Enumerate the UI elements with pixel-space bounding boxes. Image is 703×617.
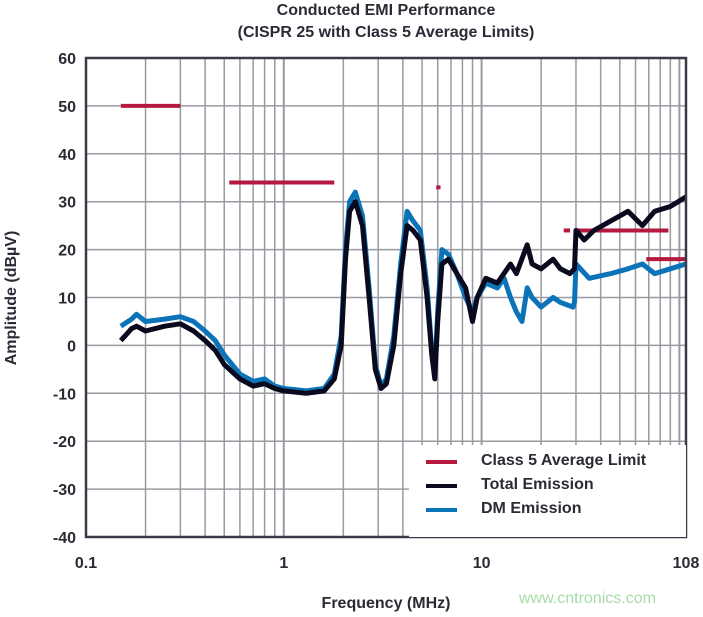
legend-total: Total Emission: [481, 476, 594, 493]
y-tick-label: -40: [53, 530, 76, 547]
watermark: www.cntronics.com: [519, 590, 656, 607]
legend-swatch-dm: [426, 508, 457, 512]
x-tick-label: 1: [279, 555, 288, 572]
plot-lines: [118, 103, 688, 396]
y-tick-label: -20: [53, 434, 76, 451]
y-tick-label: 10: [58, 291, 76, 308]
tick-labels: 60 50 40 30 20 10 0 -10 -20 -30 -40 0.1 1 10 108: [53, 51, 700, 572]
x-tick-label: 10: [473, 555, 491, 572]
legend-dm: DM Emission: [481, 500, 582, 517]
x-tick-label: 108: [673, 555, 700, 572]
y-axis-label: Amplitude (dBµV): [3, 231, 20, 366]
legend-swatch-limit: [426, 460, 457, 464]
y-tick-label: -30: [53, 482, 76, 499]
plot-frame: [84, 56, 688, 539]
y-tick-label: 0: [67, 338, 76, 355]
total-emission-line: [118, 194, 688, 396]
y-tick-label: 60: [58, 51, 76, 68]
y-tick-label: 20: [58, 243, 76, 260]
dm-emission-line: [119, 189, 687, 394]
x-axis-label: Frequency (MHz): [322, 595, 451, 612]
chart-subtitle: (CISPR 25 with Class 5 Average Limits): [237, 24, 535, 41]
y-tick-label: 30: [58, 195, 76, 212]
y-tick-label: 50: [58, 99, 76, 116]
y-tick-label: 40: [58, 147, 76, 164]
chart-title: Conducted EMI Performance: [276, 2, 496, 19]
y-tick-label: -10: [53, 386, 76, 403]
legend-limit: Class 5 Average Limit: [481, 452, 647, 469]
legend-swatch-total: [426, 484, 457, 488]
x-tick-label: 0.1: [75, 555, 97, 572]
